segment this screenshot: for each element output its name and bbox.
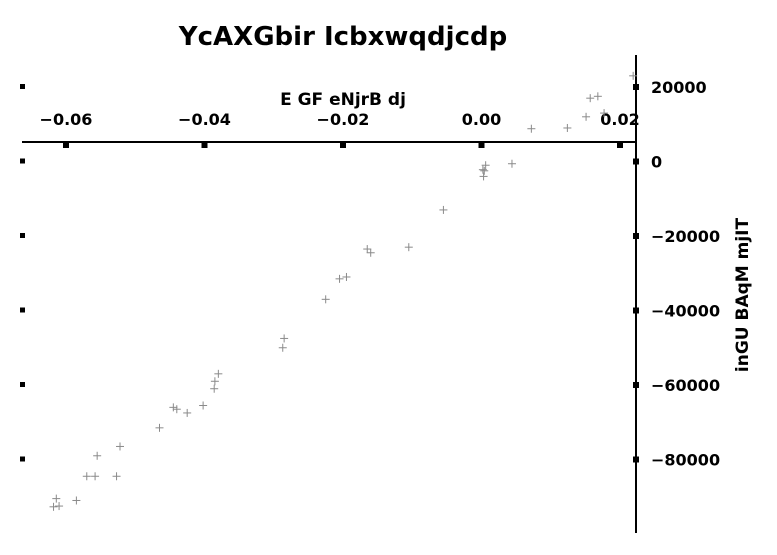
scatter-point xyxy=(52,494,61,503)
scatter-point xyxy=(527,124,536,133)
left-edge-tick-mark xyxy=(20,382,25,387)
y-tick-mark xyxy=(633,84,639,90)
x-tick-label: 0.02 xyxy=(600,110,639,129)
x-tick-mark xyxy=(340,142,346,148)
scatter-point xyxy=(199,401,208,410)
scatter-points xyxy=(49,71,638,511)
scatter-point xyxy=(593,92,602,101)
y-tick-mark xyxy=(633,307,639,314)
x-tick-label: 0.00 xyxy=(462,110,501,129)
scatter-point xyxy=(55,502,64,511)
scatter-point xyxy=(93,451,102,460)
y-tick-label: −60000 xyxy=(651,376,720,395)
scatter-point xyxy=(629,71,638,80)
y-tick-mark xyxy=(633,382,639,388)
scatter-point xyxy=(563,123,572,132)
y-tick-label: −20000 xyxy=(651,227,720,246)
scatter-point xyxy=(478,165,487,174)
scatter-point xyxy=(214,369,223,378)
y-axis-label: inGU BAqM mjIT xyxy=(733,218,753,373)
y-tick-label: 0 xyxy=(651,153,662,172)
scatter-point xyxy=(210,377,219,386)
scatter-point xyxy=(82,472,91,481)
scatter-point xyxy=(404,243,413,252)
scatter-point xyxy=(582,112,591,121)
scatter-point xyxy=(481,161,490,170)
left-edge-tick-mark xyxy=(20,158,25,164)
scatter-point xyxy=(169,403,178,412)
x-tick-label: −0.04 xyxy=(178,110,231,129)
scatter-point xyxy=(112,472,121,481)
scatter-point xyxy=(172,405,181,414)
x-tick-label: −0.06 xyxy=(40,110,93,129)
x-tick-mark xyxy=(478,142,485,148)
y-tick-label: −80000 xyxy=(651,451,720,470)
y-tick-label: 20000 xyxy=(651,78,707,97)
y-tick-mark xyxy=(633,158,639,165)
scatter-point xyxy=(342,272,351,281)
y-tick-mark xyxy=(633,456,639,463)
scatter-point xyxy=(49,502,58,511)
scatter-point xyxy=(363,245,372,254)
scatter-point xyxy=(210,384,219,393)
scatter-point xyxy=(480,166,489,175)
y-tick-label: −40000 xyxy=(651,302,720,321)
scatter-point xyxy=(183,408,192,417)
x-axis-ticks: −0.06 −0.04 −0.02 0.00 0.02 xyxy=(40,110,640,148)
scatter-point xyxy=(586,94,595,103)
x-tick-mark xyxy=(617,142,623,148)
scatter-point xyxy=(366,248,375,257)
scatter-point xyxy=(278,343,287,352)
chart-title: YcAXGbir Icbxwqdjcdp xyxy=(178,22,507,52)
scatter-point xyxy=(116,442,125,451)
x-tick-mark xyxy=(63,142,69,148)
left-edge-tick-markers xyxy=(20,84,25,462)
x-axis-label: E GF eNjrB dj xyxy=(280,90,406,110)
scatter-point xyxy=(439,205,448,214)
x-tick-label: −0.02 xyxy=(317,110,370,129)
scatter-point xyxy=(507,159,516,168)
scatter-point xyxy=(280,334,289,343)
left-edge-tick-mark xyxy=(20,84,25,89)
scatter-point xyxy=(155,423,164,432)
left-edge-tick-mark xyxy=(20,233,25,238)
x-tick-mark xyxy=(201,142,208,148)
scatter-point xyxy=(72,496,81,505)
y-tick-mark xyxy=(633,233,639,239)
scatter-point xyxy=(600,109,609,118)
left-edge-tick-mark xyxy=(20,456,25,462)
scatter-point xyxy=(479,172,488,181)
scatter-point xyxy=(335,274,344,283)
y-axis-ticks: 20000 0 −20000 −40000 −60000 −80000 xyxy=(633,78,720,470)
left-edge-tick-mark xyxy=(20,307,25,313)
scatter-point xyxy=(321,295,330,304)
scatter-point xyxy=(91,472,100,481)
